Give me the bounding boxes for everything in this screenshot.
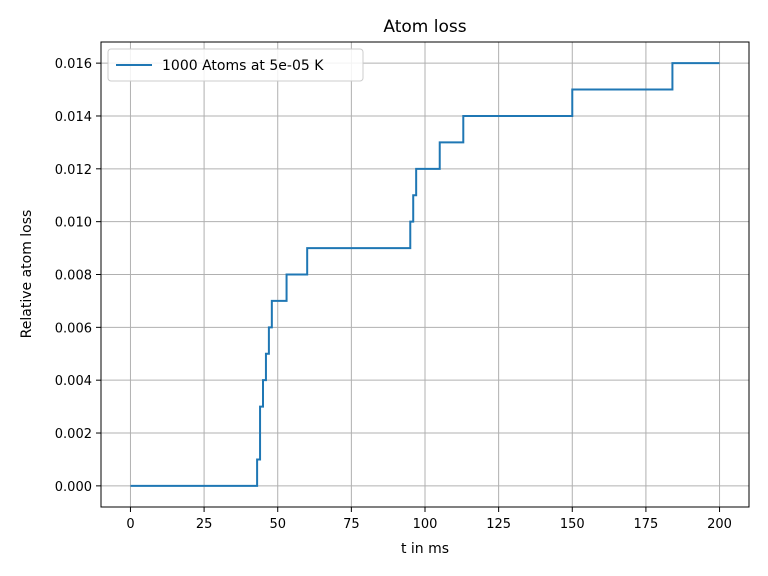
- y-tick-label: 0.016: [55, 57, 92, 72]
- axis-ticks: 0 25 50 75 100 125 150 175 200 0.000 0.002 0.004 0.0…: [55, 57, 732, 532]
- legend-box: [107, 48, 364, 82]
- x-tick-label: 200: [707, 517, 732, 532]
- x-tick-label: 25: [196, 517, 213, 532]
- y-tick-label: 0.002: [55, 427, 92, 442]
- x-tick-label: 100: [413, 517, 438, 532]
- y-tick-label: 0.000: [55, 480, 92, 495]
- y-tick-label: 0.008: [55, 269, 92, 284]
- y-tick-label: 0.004: [55, 374, 92, 389]
- x-tick-label: 0: [126, 517, 134, 532]
- y-tick-label: 0.010: [55, 216, 92, 231]
- grid-lines: [101, 42, 749, 507]
- y-tick-label: 0.006: [55, 321, 92, 336]
- x-tick-label: 75: [343, 517, 360, 532]
- legend-label: 1000 Atoms at 5e-05 K: [162, 58, 324, 74]
- chart-title: Atom loss: [383, 17, 466, 37]
- series-layer: [130, 62, 720, 487]
- x-tick-label: 175: [633, 517, 658, 532]
- series-line: [130, 62, 720, 487]
- x-tick-label: 150: [560, 517, 585, 532]
- x-tick-label: 125: [486, 517, 511, 532]
- x-tick-label: 50: [269, 517, 286, 532]
- x-axis-label: t in ms: [401, 541, 449, 557]
- legend: 1000 Atoms at 5e-05 K: [107, 48, 364, 82]
- y-axis-label: Relative atom loss: [19, 210, 35, 339]
- y-tick-label: 0.012: [55, 163, 92, 178]
- y-tick-label: 0.014: [55, 110, 92, 125]
